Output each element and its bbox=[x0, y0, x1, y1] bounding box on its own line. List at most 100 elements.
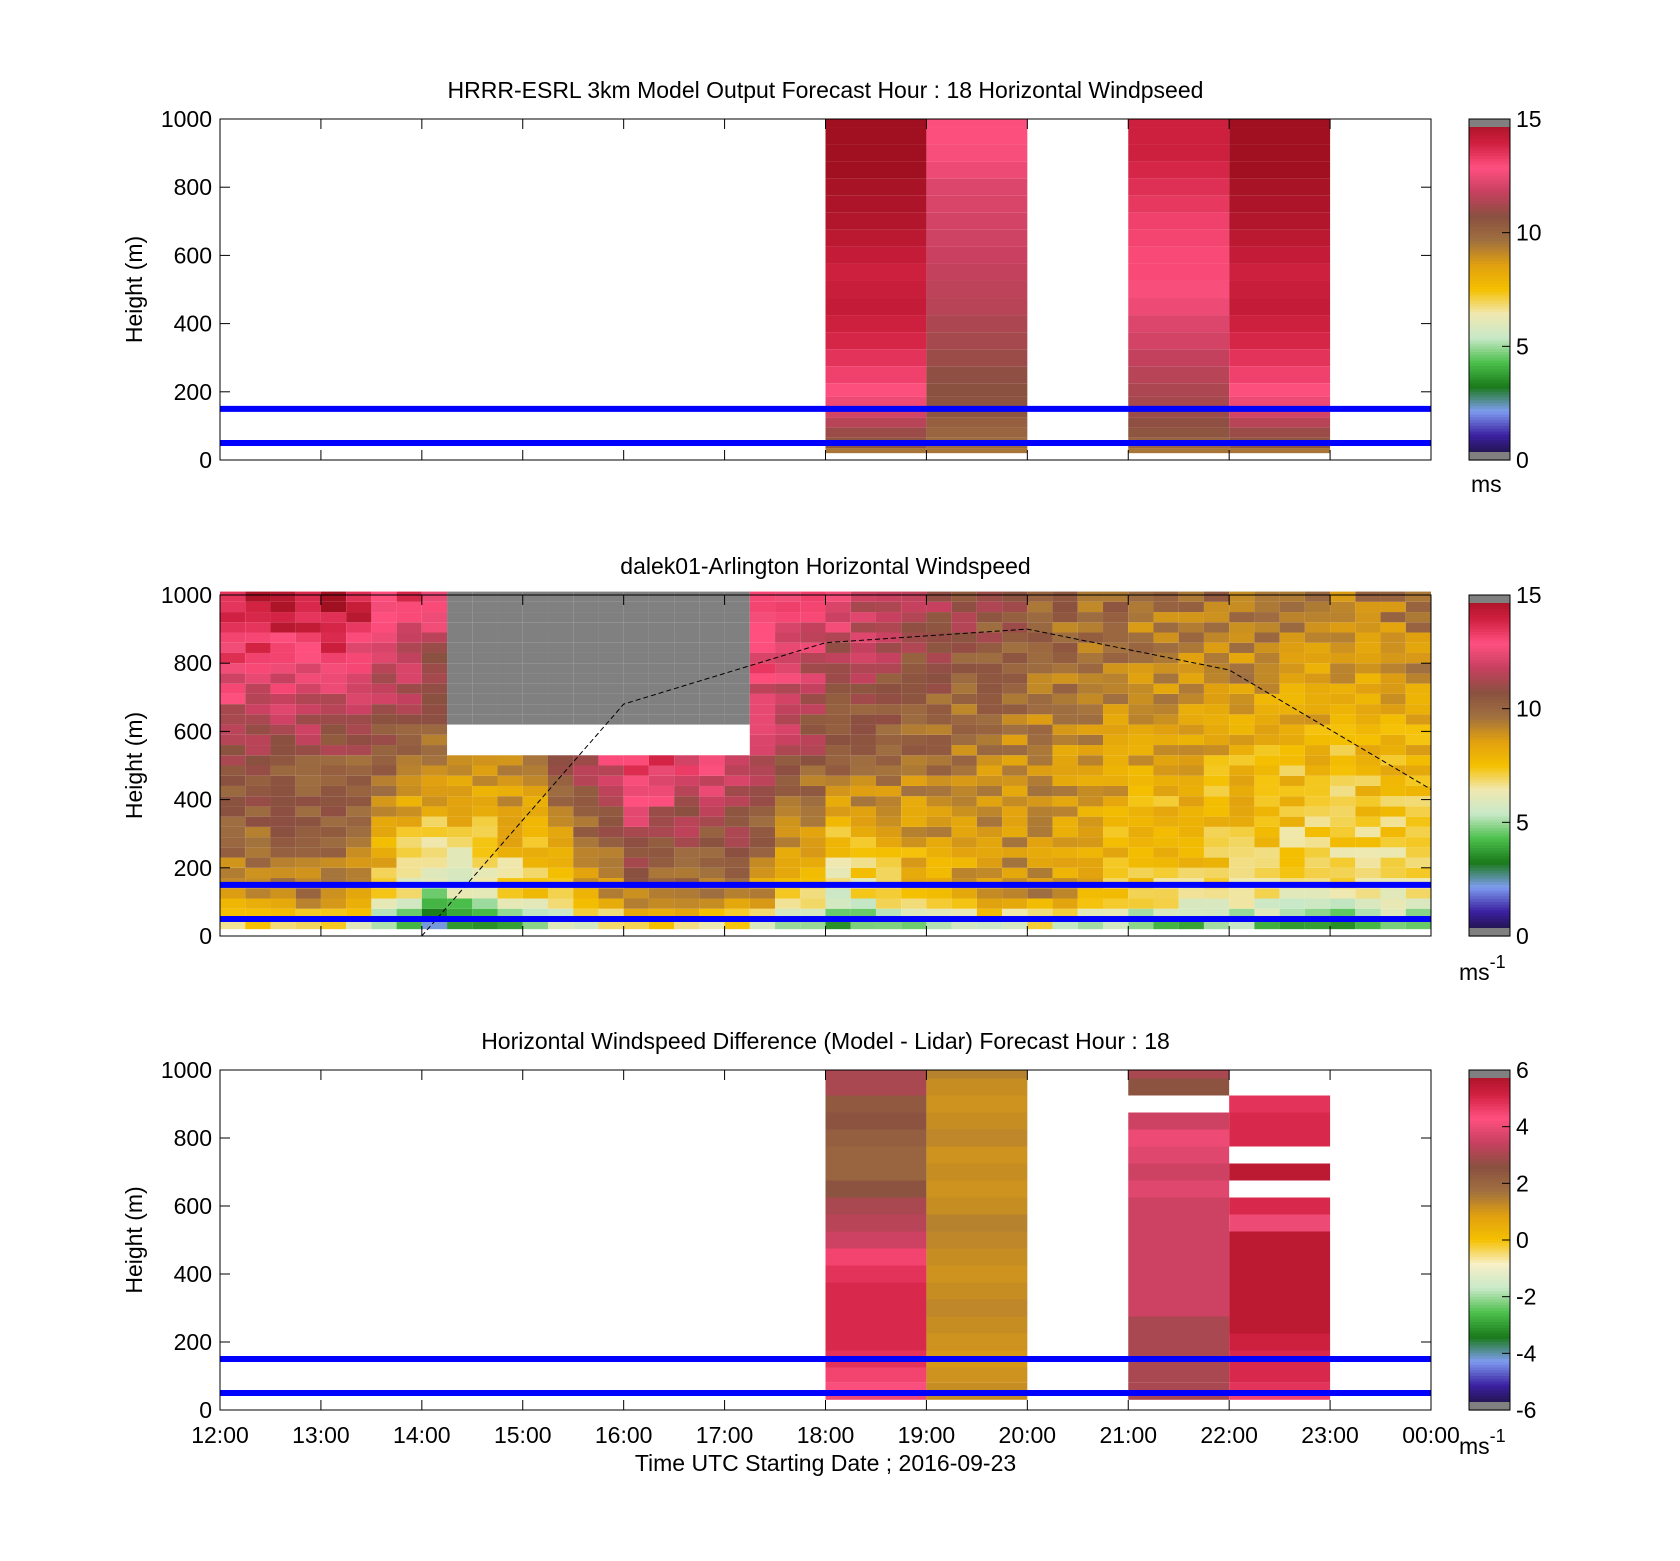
heat-cell bbox=[1103, 612, 1129, 623]
colorbar-segment bbox=[1469, 1200, 1510, 1204]
heat-cell bbox=[1380, 847, 1406, 858]
colorbar-segment bbox=[1469, 309, 1510, 313]
heat-cell bbox=[1229, 195, 1331, 213]
heat-cell bbox=[421, 898, 448, 909]
colorbar-segment bbox=[1469, 1109, 1510, 1114]
heat-cell bbox=[724, 785, 750, 797]
heat-cell bbox=[1279, 642, 1305, 653]
heat-cell bbox=[346, 704, 372, 715]
heat-cell bbox=[926, 837, 952, 848]
heat-cell bbox=[220, 673, 246, 684]
heat-cell bbox=[1027, 775, 1053, 786]
heat-cell bbox=[295, 837, 321, 848]
heat-cell bbox=[1077, 765, 1104, 776]
heat-cell bbox=[1405, 642, 1431, 653]
heat-cell bbox=[1002, 601, 1028, 613]
heat-cell bbox=[976, 724, 1003, 735]
heat-cell bbox=[1027, 683, 1053, 694]
heat-cell bbox=[1304, 652, 1331, 664]
colorbar-segment bbox=[1469, 1262, 1510, 1267]
heat-cell bbox=[699, 847, 725, 858]
heat-cell bbox=[1380, 673, 1406, 684]
heat-cell bbox=[825, 724, 851, 735]
heat-cell bbox=[850, 796, 876, 807]
heat-cell bbox=[270, 847, 296, 858]
heat-cell bbox=[800, 857, 826, 868]
heat-cell bbox=[1279, 612, 1305, 623]
heat-cell bbox=[623, 847, 649, 858]
heat-cell bbox=[1203, 724, 1230, 735]
heat-cell bbox=[270, 693, 296, 705]
heat-cell bbox=[447, 837, 473, 848]
heat-cell bbox=[1304, 745, 1331, 756]
heat-cell bbox=[1405, 622, 1431, 633]
heat-cell bbox=[951, 663, 977, 674]
heat-cell bbox=[1279, 755, 1305, 766]
heat-cell bbox=[1103, 663, 1129, 674]
heat-cell bbox=[1002, 745, 1028, 756]
colorbar-segment bbox=[1469, 1112, 1510, 1116]
heat-cell bbox=[396, 745, 422, 756]
heat-cell bbox=[926, 612, 952, 623]
colorbar-segment bbox=[1469, 674, 1510, 679]
heat-cell bbox=[926, 298, 1028, 316]
heat-cell bbox=[775, 652, 801, 664]
heat-cell bbox=[346, 908, 372, 919]
heat-cell bbox=[724, 663, 750, 674]
heat-cell bbox=[623, 806, 649, 817]
heat-cell bbox=[749, 898, 776, 909]
heat-cell bbox=[1229, 212, 1331, 230]
heat-cell bbox=[951, 918, 977, 930]
x-tick-label: 22:00 bbox=[1200, 1422, 1258, 1448]
heat-cell bbox=[472, 642, 498, 653]
heat-cell bbox=[573, 663, 599, 674]
heat-cell bbox=[1254, 704, 1280, 715]
heat-cell bbox=[270, 796, 296, 807]
colorbar-tick-label: -6 bbox=[1516, 1397, 1536, 1423]
heat-cell bbox=[1380, 652, 1406, 664]
heat-cell bbox=[320, 888, 347, 899]
heat-cell bbox=[497, 806, 523, 817]
heat-cell bbox=[1405, 663, 1431, 674]
heat-cell bbox=[295, 806, 321, 817]
heat-cell bbox=[497, 755, 523, 766]
heat-cell bbox=[371, 663, 397, 674]
heat-cell bbox=[472, 765, 498, 776]
heat-cell bbox=[1128, 1146, 1230, 1164]
colorbar-segment bbox=[1469, 748, 1510, 752]
heat-cell bbox=[749, 591, 776, 602]
colorbar-segment bbox=[1469, 850, 1510, 855]
heat-cell bbox=[1052, 673, 1078, 684]
heat-cell bbox=[875, 704, 902, 715]
heat-cell bbox=[1077, 908, 1104, 919]
heat-cell bbox=[674, 785, 700, 797]
colorbar-frame bbox=[1468, 594, 1511, 937]
heat-cell bbox=[573, 826, 599, 838]
colorbar-segment bbox=[1469, 428, 1510, 433]
heat-cell bbox=[1355, 714, 1381, 725]
heat-cell bbox=[1355, 867, 1381, 879]
heat-cell bbox=[775, 867, 801, 879]
heat-cell bbox=[1355, 642, 1381, 653]
heat-cell bbox=[648, 765, 675, 776]
heat-cell bbox=[951, 755, 977, 766]
colorbar-segment bbox=[1469, 1211, 1510, 1216]
heat-cell bbox=[1027, 642, 1053, 653]
heat-cell bbox=[396, 765, 422, 776]
heat-cell bbox=[1279, 622, 1305, 633]
heat-cell bbox=[1128, 1231, 1230, 1249]
heat-cell bbox=[926, 745, 952, 756]
colorbar-tick-label: 10 bbox=[1516, 220, 1542, 246]
heat-cell bbox=[648, 601, 675, 613]
heat-cell bbox=[926, 383, 1028, 397]
heat-cell bbox=[775, 663, 801, 674]
heat-cell bbox=[1077, 888, 1104, 899]
heat-cell bbox=[875, 601, 902, 613]
heat-cell bbox=[1002, 796, 1028, 807]
heat-cell bbox=[1178, 908, 1204, 919]
chart-title: HRRR-ESRL 3km Model Output Forecast Hour… bbox=[448, 77, 1204, 103]
colorbar-frame bbox=[1468, 118, 1511, 461]
heat-cell bbox=[623, 642, 649, 653]
heat-cell bbox=[1229, 826, 1255, 838]
heat-cell bbox=[245, 591, 271, 602]
